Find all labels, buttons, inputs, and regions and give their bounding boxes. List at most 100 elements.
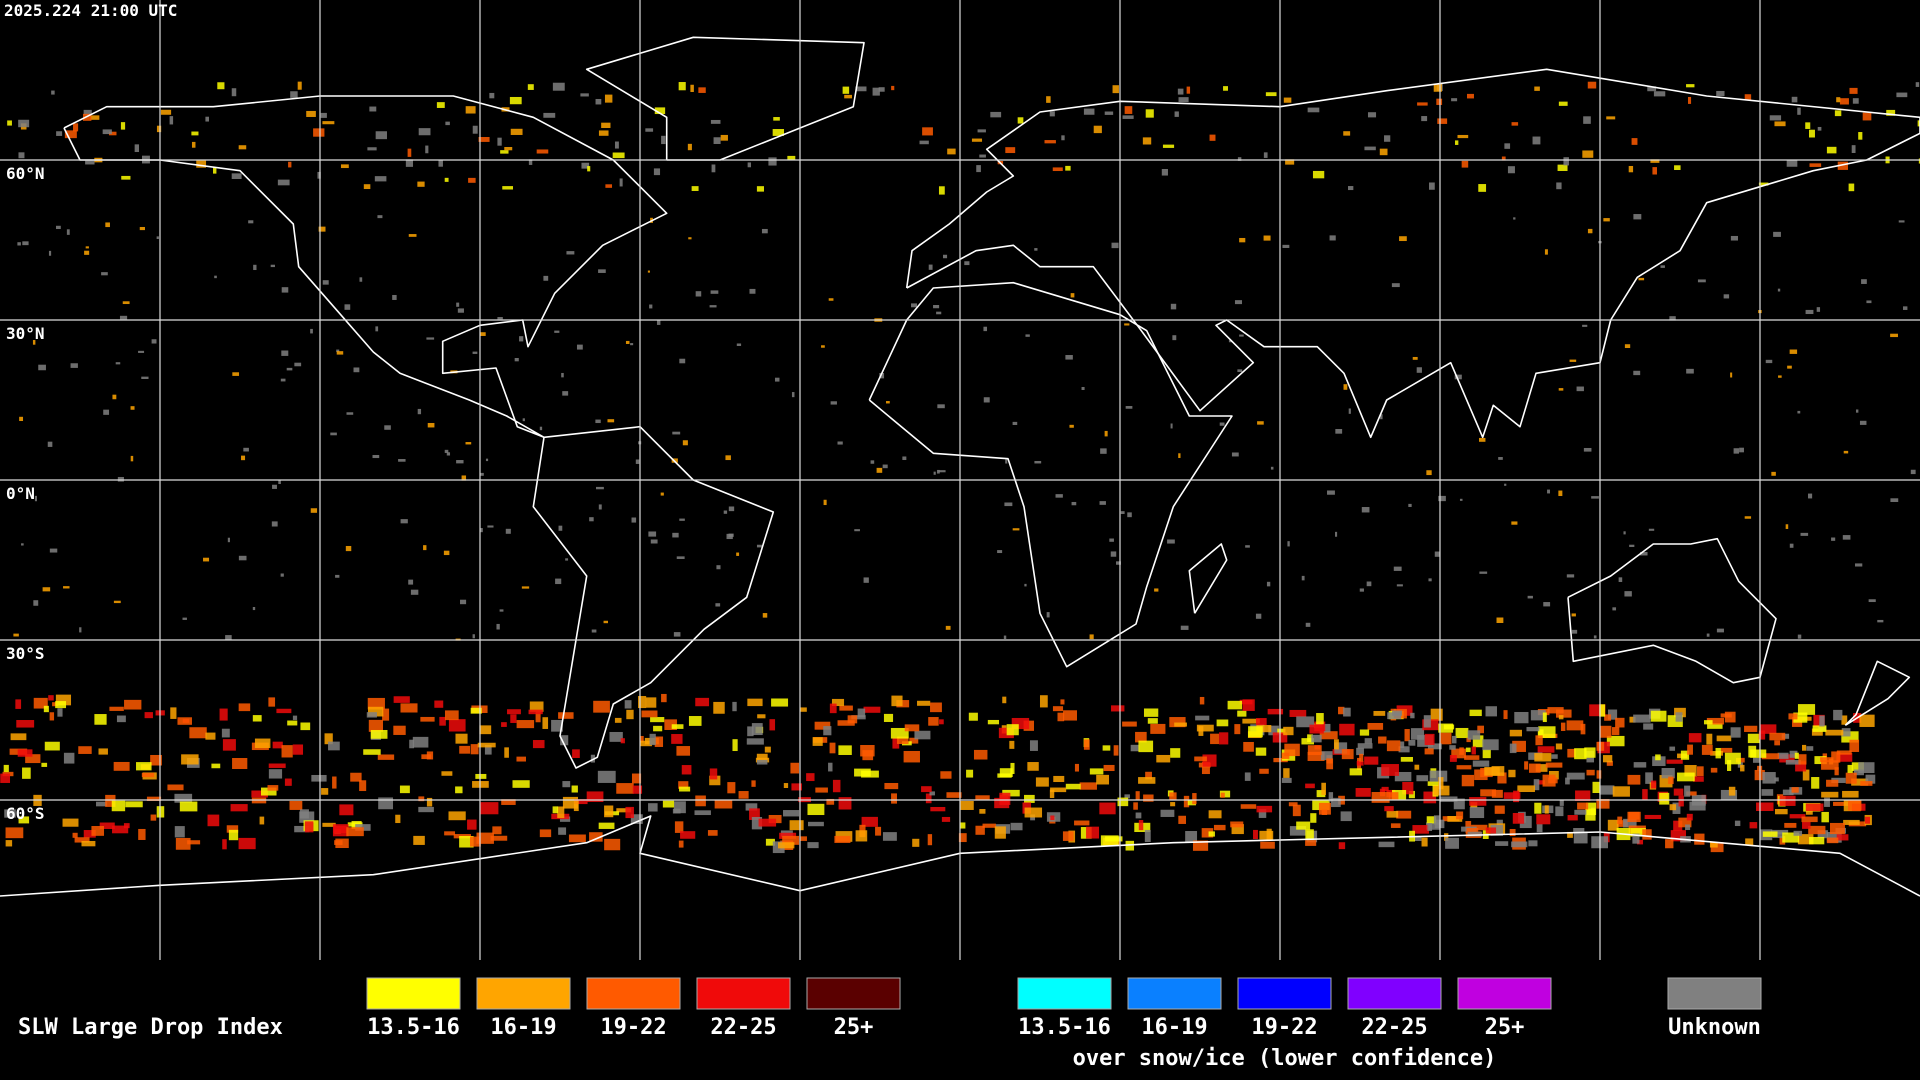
cloud-patch (1456, 811, 1464, 820)
cloud-patch (565, 558, 569, 561)
cloud-patch (1551, 754, 1558, 759)
cloud-patch (33, 600, 39, 606)
cloud-patch (568, 834, 586, 843)
cloud-patch (238, 703, 251, 712)
cloud-patch (1612, 786, 1630, 797)
cloud-patch (497, 137, 502, 146)
cloud-patch (63, 586, 70, 589)
cloud-patch (1816, 307, 1821, 312)
cloud-patch (304, 821, 314, 833)
legend-swatch (1237, 977, 1332, 1010)
cloud-patch (413, 835, 425, 845)
cloud-patch (558, 525, 563, 531)
cloud-patch (1005, 147, 1016, 154)
cloud-patch (1423, 715, 1431, 728)
cloud-patch (1469, 709, 1482, 717)
legend-label: 19-22 (1251, 1015, 1317, 1040)
cloud-patch (73, 123, 79, 132)
cloud-patch (1099, 802, 1116, 815)
cloud-patch (1762, 772, 1776, 784)
cloud-patch (1265, 92, 1277, 97)
cloud-patch (1196, 724, 1214, 732)
legend-label: 25+ (834, 1015, 874, 1040)
cloud-patch (427, 422, 435, 428)
cloud-patch (1633, 214, 1642, 220)
cloud-patch (593, 700, 610, 713)
cloud-patch (222, 739, 236, 751)
cloud-patch (1089, 768, 1104, 775)
cloud-patch (1340, 811, 1352, 822)
cloud-patch (1046, 612, 1050, 618)
cloud-patch (1786, 160, 1798, 167)
cloud-patch (1154, 588, 1159, 592)
cloud-patch (747, 162, 752, 168)
cloud-patch (477, 742, 496, 748)
cloud-patch (656, 320, 661, 325)
cloud-patch (1758, 730, 1766, 740)
cloud-patch (555, 578, 562, 585)
cloud-patch (444, 177, 449, 182)
cloud-patch (251, 790, 268, 798)
cloud-patch (1797, 704, 1816, 715)
coastline (868, 281, 1233, 668)
cloud-patch (983, 326, 988, 332)
cloud-patch (672, 808, 681, 814)
cloud-patch (1841, 715, 1848, 725)
cloud-patch (175, 837, 191, 850)
cloud-patch (102, 129, 112, 135)
cloud-patch (81, 840, 96, 847)
cloud-patch (1386, 740, 1401, 752)
cloud-patch (928, 717, 939, 726)
cloud-patch (1910, 469, 1916, 475)
cloud-patch (1071, 501, 1077, 506)
cloud-patch (22, 767, 31, 779)
cloud-patch (1283, 768, 1290, 778)
cloud-patch (328, 741, 340, 751)
cloud-patch (1839, 98, 1849, 105)
cloud-patch (640, 740, 652, 747)
cloud-patch (1555, 743, 1563, 750)
latitude-labels: 60°N 30°N 0°N 30°S 60°S (6, 164, 45, 823)
cloud-patch (1582, 324, 1588, 327)
cloud-patch (554, 330, 560, 333)
cloud-patch (1326, 758, 1334, 770)
cloud-patch (1259, 830, 1274, 840)
cloud-patch (1417, 102, 1428, 106)
cloud-patch (1623, 531, 1626, 535)
cloud-patch (1070, 293, 1075, 298)
cloud-patch (1831, 777, 1846, 783)
cloud-patch (812, 737, 823, 746)
cloud-patch (241, 455, 246, 461)
graticule (0, 0, 1920, 960)
cloud-patch (456, 302, 460, 307)
legend-caption: over snow/ice (lower confidence) (1073, 1046, 1497, 1071)
cloud-patch (1103, 764, 1115, 772)
cloud-patch (1426, 470, 1432, 476)
cloud-patch (1615, 717, 1625, 728)
cloud-patch (1399, 236, 1407, 242)
cloud-patch (829, 703, 837, 714)
cloud-patch (1440, 796, 1458, 802)
cloud-patch (883, 713, 894, 722)
cloud-patch (1069, 424, 1074, 428)
cloud-patch (297, 81, 302, 90)
cloud-patch (1052, 167, 1063, 172)
cloud-patch (1237, 369, 1243, 373)
cloud-patch (990, 111, 1002, 118)
cloud-patch (292, 744, 304, 755)
cloud-patch (527, 84, 534, 90)
cloud-patch (1759, 724, 1777, 734)
cloud-patch (1394, 771, 1412, 782)
cloud-patch (219, 708, 228, 721)
cloud-patch (1410, 728, 1425, 740)
cloud-patch (673, 801, 686, 814)
cloud-patch (408, 579, 414, 585)
cloud-patch (783, 810, 800, 817)
cloud-patch (1898, 220, 1905, 223)
cloud-patch (1544, 805, 1549, 814)
cloud-patch (1049, 111, 1055, 117)
cloud-patch (1772, 831, 1784, 839)
cloud-patch (1361, 507, 1370, 513)
latitude-label: 30°N (6, 324, 45, 343)
cloud-patch (979, 154, 986, 158)
